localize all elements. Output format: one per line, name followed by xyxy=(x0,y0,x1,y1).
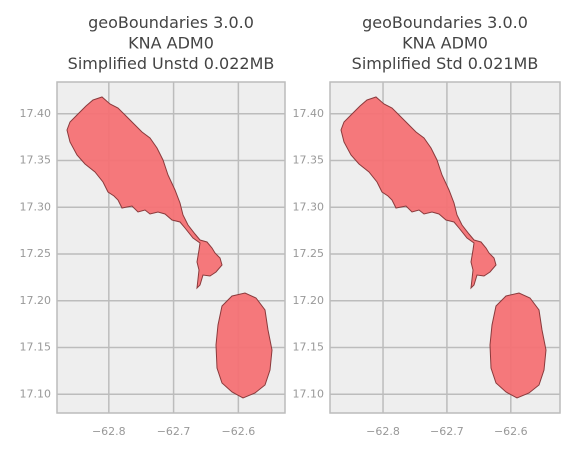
y-tick-label: 17.40 xyxy=(20,107,52,120)
x-tick-label: −62.7 xyxy=(157,425,191,438)
x-tick-label: −62.8 xyxy=(366,425,400,438)
y-tick-label: 17.35 xyxy=(293,154,325,167)
panel-title: Simplified Unstd 0.022MB xyxy=(68,54,275,73)
plot-frame xyxy=(329,81,561,414)
y-tick-label: 17.35 xyxy=(20,154,52,167)
y-tick-label: 17.10 xyxy=(293,387,325,400)
y-tick-label: 17.40 xyxy=(293,107,325,120)
y-tick-label: 17.30 xyxy=(293,200,325,213)
panel-title: KNA ADM0 xyxy=(402,34,488,53)
panel-title: geoBoundaries 3.0.0 xyxy=(88,13,254,32)
plot-frame xyxy=(56,81,286,414)
y-tick-label: 17.20 xyxy=(20,294,52,307)
y-tick-label: 17.15 xyxy=(20,341,52,354)
panel-title: Simplified Std 0.021MB xyxy=(352,54,539,73)
y-tick-label: 17.20 xyxy=(293,294,325,307)
x-tick-label: −62.6 xyxy=(222,425,256,438)
y-tick-label: 17.25 xyxy=(293,247,325,260)
panel-title: geoBoundaries 3.0.0 xyxy=(362,13,528,32)
y-tick-label: 17.25 xyxy=(20,247,52,260)
y-tick-label: 17.10 xyxy=(20,387,52,400)
x-tick-label: −62.8 xyxy=(92,425,126,438)
y-tick-label: 17.30 xyxy=(20,200,52,213)
x-tick-label: −62.6 xyxy=(494,425,528,438)
panel-title: KNA ADM0 xyxy=(128,34,214,53)
x-tick-label: −62.7 xyxy=(430,425,464,438)
y-tick-label: 17.15 xyxy=(293,341,325,354)
